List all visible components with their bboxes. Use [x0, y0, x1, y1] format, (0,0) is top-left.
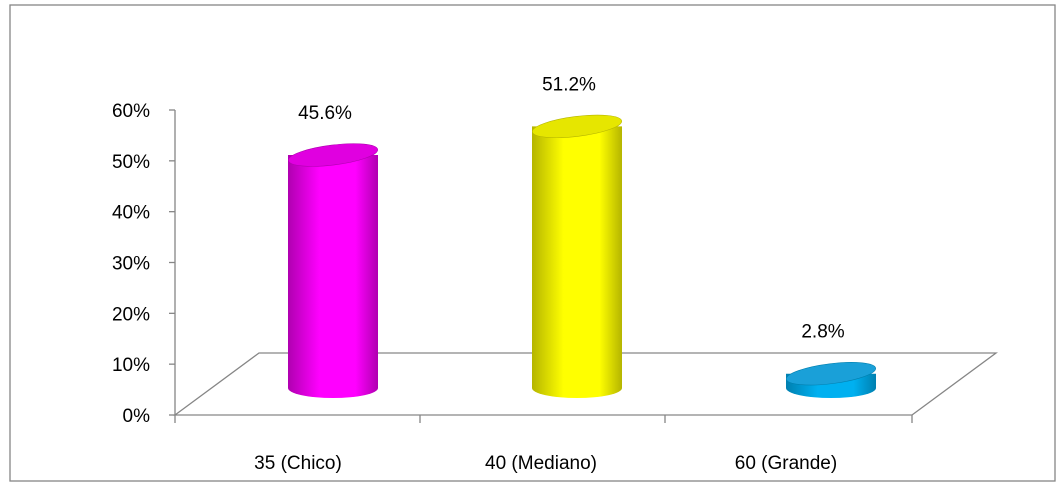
bar-body [532, 126, 622, 399]
y-tick-label: 20% [112, 304, 150, 325]
data-label: 45.6% [298, 103, 352, 124]
bar-top [786, 362, 876, 386]
x-tick-label: 60 (Grande) [735, 453, 837, 474]
y-axis-ticks: 0% 10% 20% 30% 40% 50% 60% [112, 101, 175, 427]
bar-body [288, 155, 378, 398]
y-tick-label: 0% [123, 406, 151, 427]
bar-top [288, 143, 378, 167]
data-labels: 45.6% 51.2% 2.8% [298, 74, 845, 342]
y-tick-label: 40% [112, 203, 150, 224]
data-label: 51.2% [542, 74, 596, 95]
x-axis-ticks: 35 (Chico) 40 (Mediano) 60 (Grande) [174, 415, 913, 474]
bar-3 [786, 362, 876, 398]
bar-top [532, 114, 622, 139]
bar-1 [288, 143, 378, 398]
x-tick-label: 40 (Mediano) [485, 453, 597, 474]
bars [288, 114, 876, 399]
x-tick-label: 35 (Chico) [254, 453, 342, 474]
bar-2 [532, 114, 622, 399]
data-label: 2.8% [801, 322, 844, 343]
y-tick-label: 50% [112, 152, 150, 173]
y-tick-label: 10% [112, 355, 150, 376]
y-tick-label: 60% [112, 101, 150, 122]
y-tick-label: 30% [112, 254, 150, 275]
